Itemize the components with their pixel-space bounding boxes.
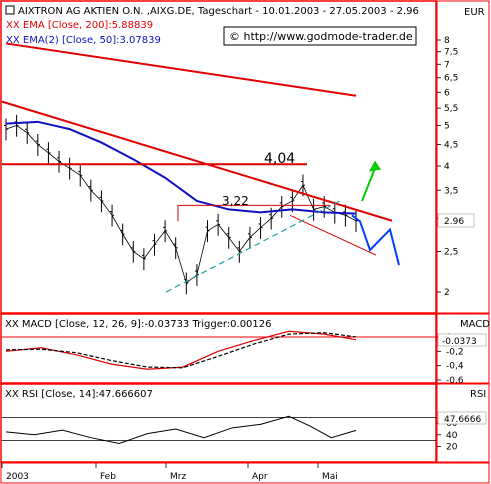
price-tick-label: 2	[444, 288, 450, 298]
rsi-value: 47.6666	[444, 415, 481, 425]
currency-label: EUR	[464, 7, 485, 18]
price-tick-label: 2,5	[444, 247, 458, 257]
support-line	[165, 200, 341, 293]
price-tick-label: 4,5	[444, 141, 458, 151]
chart-title: AIXTRON AG AKTIEN O.N. ,AIXG.DE, Tagesch…	[18, 6, 419, 17]
macd-label: XX MACD [Close, 12, 26, 9]:-0.03733 Trig…	[5, 319, 272, 330]
macd-panel-frame	[0, 313, 437, 384]
rsi-panel-frame	[0, 383, 437, 463]
ema50-line	[5, 120, 357, 215]
price-tick-label: 6	[444, 88, 450, 98]
price-axis-frame	[436, 0, 490, 314]
rsi-label: XX RSI [Close, 14]:47.666607	[5, 389, 153, 400]
channel-line	[289, 214, 377, 256]
macd-plot-area	[2, 330, 436, 370]
macd-line	[5, 330, 357, 370]
macd-tick-label: -0,2	[446, 347, 464, 357]
rsi-plot-area	[2, 415, 436, 445]
watermark-box: © http://www.godmode-trader.de	[223, 26, 417, 46]
time-axis-frame	[0, 462, 490, 484]
pivot-label: 3,22	[222, 194, 249, 208]
time-axis: 2003 Feb Mrz Apr Mai	[1, 463, 338, 482]
downtrend-line	[1, 100, 393, 222]
time-tick-label: Mrz	[170, 472, 186, 482]
ema200-line	[5, 42, 357, 97]
rsi-title: RSI	[470, 389, 486, 400]
rsi-tick-label: 20	[446, 442, 458, 452]
ema200-label: XX EMA [Close, 200]:5.88839	[6, 20, 153, 31]
time-tick-label: Mai	[322, 472, 338, 482]
price-tick-label: 7	[444, 60, 450, 70]
price-tick-label: 3,5	[444, 186, 458, 196]
last-value: 2.96	[444, 217, 464, 227]
macd-title: MACD	[460, 319, 490, 330]
macd-axis-frame	[436, 313, 490, 384]
macd-trigger-line	[5, 332, 357, 369]
header-title: AIXTRON AG AKTIEN O.N. ,AIXG.DE, Tagesch…	[5, 5, 419, 17]
price-tick-label: 5	[444, 121, 450, 131]
price-tick-label: 6,5	[444, 74, 458, 84]
macd-value-marker: -0.0373	[437, 333, 487, 347]
ema50-label: XX EMA(2) [Close, 50]:3.07839	[6, 35, 161, 46]
macd-tick-label: -0,4	[446, 362, 464, 372]
price-annotations	[1, 100, 400, 293]
macd-value: -0.0373	[442, 337, 477, 347]
projection-up-arrowhead	[369, 160, 381, 172]
last-value-marker: 2.96	[437, 213, 475, 228]
resistance-label: 4,04	[264, 151, 295, 167]
price-tick-label: 5,5	[444, 104, 458, 114]
price-panel-frame	[0, 0, 437, 314]
watermark: © http://www.godmode-trader.de	[229, 30, 413, 43]
rsi-value-marker: 47.6666	[437, 411, 487, 425]
time-tick-label: 2003	[6, 472, 29, 482]
time-tick-label: Feb	[100, 472, 116, 482]
price-tick-label: 8	[444, 36, 450, 46]
price-tick-label: 4	[444, 162, 450, 172]
price-plot-area	[4, 42, 358, 295]
rsi-line	[5, 415, 357, 445]
rsi-tick-label: 40	[446, 431, 458, 441]
projection-path-line	[351, 214, 400, 266]
projection-up-line	[361, 167, 376, 202]
macd-tick-label: -0,6	[446, 376, 464, 386]
time-tick-label: Apr	[252, 472, 268, 482]
price-tick-label: 7,5	[444, 48, 458, 58]
